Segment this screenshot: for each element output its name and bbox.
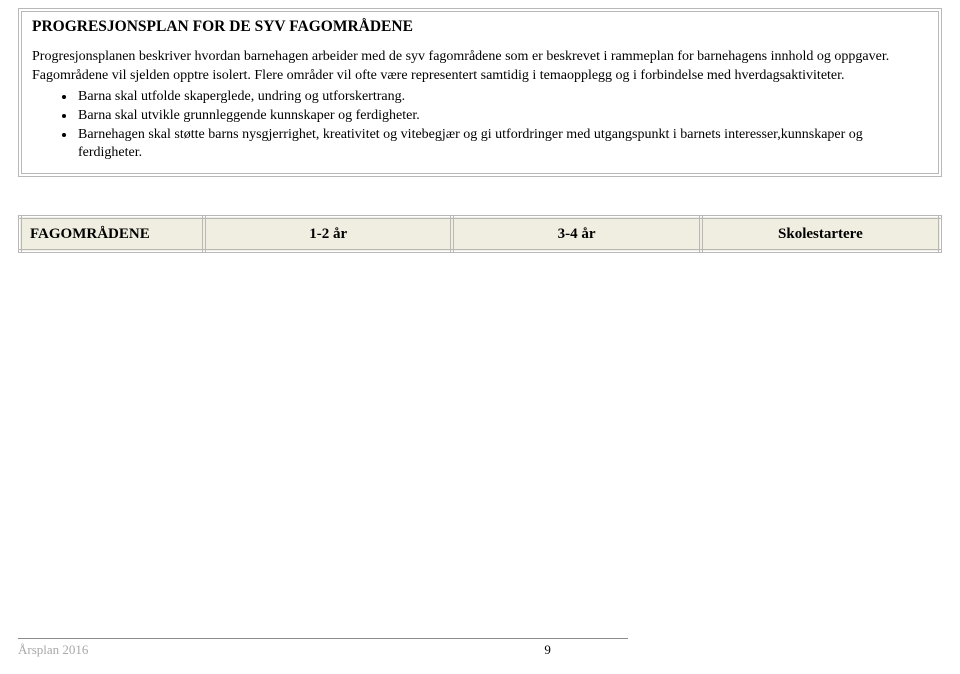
list-item: Barna skal utvikle grunnleggende kunnska… [76, 107, 928, 126]
section-title: PROGRESJONSPLAN FOR DE SYV FAGOMRÅDENE [32, 18, 928, 36]
footer-title: Årsplan 2016 [18, 642, 88, 658]
intro-box: PROGRESJONSPLAN FOR DE SYV FAGOMRÅDENE P… [18, 8, 942, 177]
category-header-table: FAGOMRÅDENE 1-2 år 3-4 år Skolestartere [18, 215, 942, 253]
intro-bullet-list: Barna skal utfolde skaperglede, undring … [32, 88, 928, 164]
col-header-skolestartere: Skolestartere [701, 217, 940, 251]
col-header-fagomradene: FAGOMRÅDENE [20, 217, 204, 251]
category-table-wrap: FAGOMRÅDENE 1-2 år 3-4 år Skolestartere [18, 215, 942, 253]
table-row: FAGOMRÅDENE 1-2 år 3-4 år Skolestartere [20, 217, 940, 251]
footer-page-number: 9 [544, 642, 551, 658]
intro-paragraph: Progresjonsplanen beskriver hvordan barn… [32, 48, 928, 86]
footer-row: Årsplan 2016 9 [18, 642, 942, 658]
footer-rule [18, 638, 628, 639]
list-item: Barnehagen skal støtte barns nysgjerrigh… [76, 126, 928, 164]
list-item: Barna skal utfolde skaperglede, undring … [76, 88, 928, 107]
page-footer: Årsplan 2016 9 [18, 638, 942, 658]
col-header-3-4: 3-4 år [452, 217, 700, 251]
page-container: PROGRESJONSPLAN FOR DE SYV FAGOMRÅDENE P… [0, 0, 960, 253]
col-header-1-2: 1-2 år [204, 217, 452, 251]
